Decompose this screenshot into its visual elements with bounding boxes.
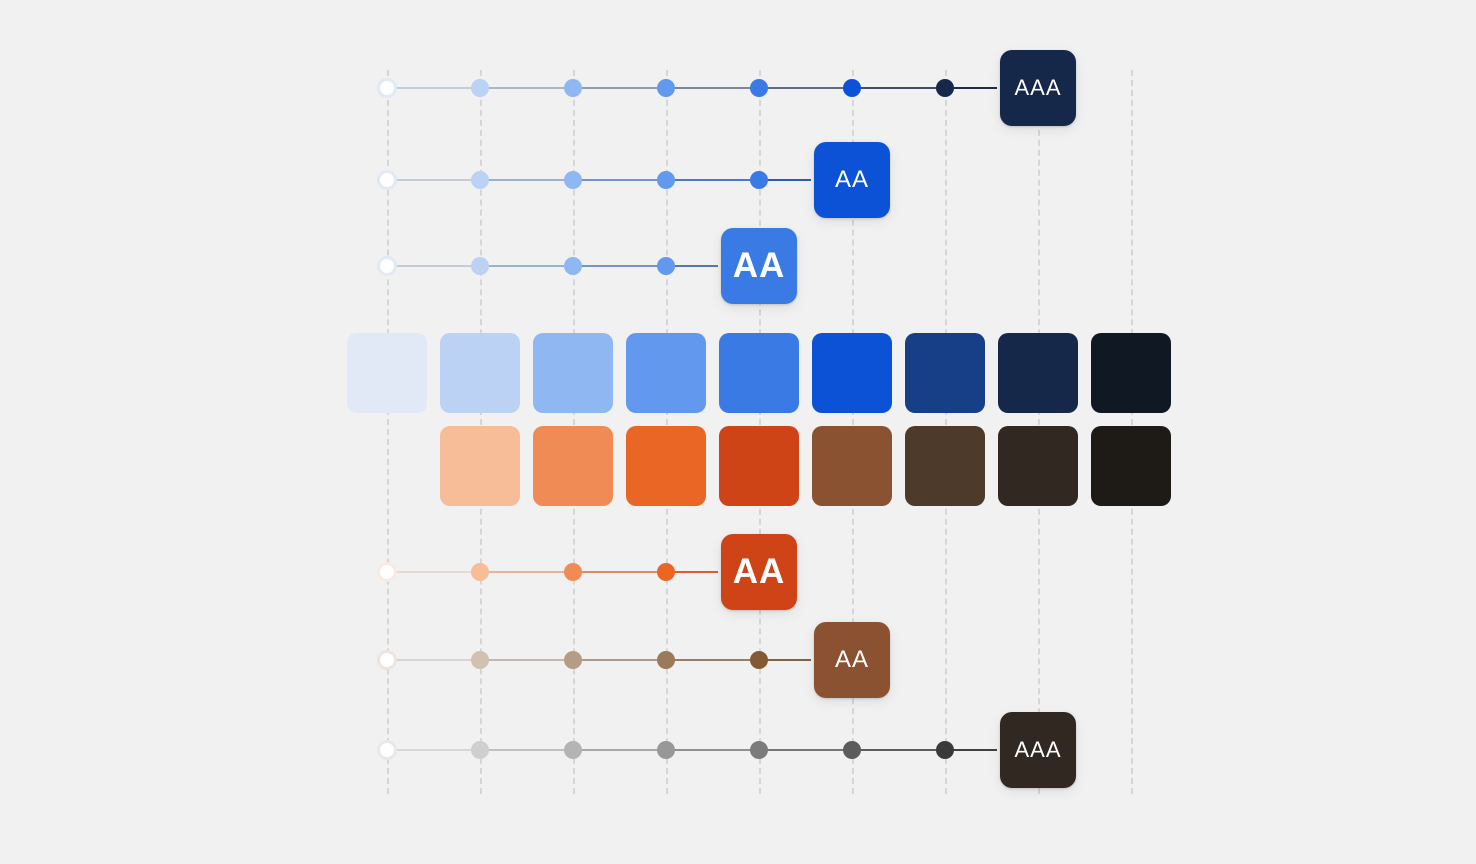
scale-seg-blue-aa-0 (387, 179, 480, 181)
scale-seg-blue-aa-2 (573, 179, 666, 181)
scale-seg-orange-aaa-4 (759, 749, 852, 751)
contrast-badge-orange-aaa: AAA (1000, 712, 1076, 788)
scale-seg-blue-aa-3 (666, 179, 759, 181)
scale-seg-blue-aaa-4 (759, 87, 852, 89)
swatch-orange-5 (812, 426, 892, 506)
scale-seg-blue-aa-large-1 (480, 265, 573, 267)
swatch-blue-4 (719, 333, 799, 413)
scale-seg-orange-aa-2 (573, 659, 666, 661)
scale-dot-blue-aaa-3 (657, 79, 675, 97)
swatch-orange-7 (998, 426, 1078, 506)
scale-dot-blue-aaa-4 (750, 79, 768, 97)
scale-dot-orange-aa-large-3 (657, 563, 675, 581)
scale-dot-orange-aa-large-0 (377, 562, 397, 582)
contrast-badge-blue-aa-large: AA (721, 228, 797, 304)
scale-dot-blue-aa-large-0 (377, 256, 397, 276)
swatch-orange-2 (533, 426, 613, 506)
scale-dot-orange-aaa-5 (843, 741, 861, 759)
scale-dot-orange-aa-2 (564, 651, 582, 669)
swatch-blue-8 (1091, 333, 1171, 413)
scale-seg-orange-aaa-5 (852, 749, 945, 751)
scale-seg-orange-aa-large-0 (387, 571, 480, 573)
scale-dot-blue-aa-2 (564, 171, 582, 189)
swatch-blue-7 (998, 333, 1078, 413)
scale-dot-orange-aa-4 (750, 651, 768, 669)
swatch-blue-1 (440, 333, 520, 413)
swatch-blue-0 (347, 333, 427, 413)
scale-dot-orange-aaa-1 (471, 741, 489, 759)
swatch-blue-6 (905, 333, 985, 413)
contrast-badge-blue-aa: AA (814, 142, 890, 218)
scale-dot-orange-aaa-3 (657, 741, 675, 759)
scale-dot-blue-aaa-5 (843, 79, 861, 97)
scale-seg-blue-aaa-3 (666, 87, 759, 89)
scale-dot-orange-aa-large-2 (564, 563, 582, 581)
scale-seg-orange-aa-3 (666, 659, 759, 661)
scale-seg-blue-aaa-5 (852, 87, 945, 89)
scale-dot-blue-aa-0 (377, 170, 397, 190)
scale-seg-blue-aa-large-2 (573, 265, 666, 267)
swatch-orange-1 (440, 426, 520, 506)
scale-dot-orange-aa-3 (657, 651, 675, 669)
scale-dot-orange-aaa-2 (564, 741, 582, 759)
scale-seg-orange-aa-1 (480, 659, 573, 661)
scale-dot-orange-aa-0 (377, 650, 397, 670)
scale-seg-orange-aa-0 (387, 659, 480, 661)
scale-dot-blue-aaa-0 (377, 78, 397, 98)
swatch-orange-8 (1091, 426, 1171, 506)
scale-dot-blue-aa-large-3 (657, 257, 675, 275)
scale-seg-orange-aaa-3 (666, 749, 759, 751)
swatch-blue-2 (533, 333, 613, 413)
scale-seg-blue-aaa-0 (387, 87, 480, 89)
scale-dot-blue-aaa-6 (936, 79, 954, 97)
contrast-badge-orange-aa: AA (814, 622, 890, 698)
scale-seg-blue-aa-large-0 (387, 265, 480, 267)
scale-seg-blue-aaa-2 (573, 87, 666, 89)
swatch-orange-3 (626, 426, 706, 506)
scale-dot-orange-aaa-0 (377, 740, 397, 760)
swatch-blue-5 (812, 333, 892, 413)
swatch-blue-3 (626, 333, 706, 413)
scale-dot-blue-aaa-1 (471, 79, 489, 97)
scale-dot-orange-aaa-6 (936, 741, 954, 759)
scale-seg-orange-aa-large-2 (573, 571, 666, 573)
swatch-orange-6 (905, 426, 985, 506)
scale-seg-orange-aaa-1 (480, 749, 573, 751)
scale-dot-blue-aaa-2 (564, 79, 582, 97)
scale-seg-orange-aaa-2 (573, 749, 666, 751)
scale-dot-blue-aa-large-1 (471, 257, 489, 275)
scale-seg-orange-aa-large-1 (480, 571, 573, 573)
contrast-badge-orange-aa-large: AA (721, 534, 797, 610)
scale-seg-orange-aaa-0 (387, 749, 480, 751)
scale-dot-blue-aa-4 (750, 171, 768, 189)
scale-dot-blue-aa-1 (471, 171, 489, 189)
scale-dot-blue-aa-large-2 (564, 257, 582, 275)
scale-dot-orange-aa-1 (471, 651, 489, 669)
contrast-badge-blue-aaa: AAA (1000, 50, 1076, 126)
scale-seg-blue-aaa-1 (480, 87, 573, 89)
scale-dot-blue-aa-3 (657, 171, 675, 189)
scale-seg-blue-aa-1 (480, 179, 573, 181)
scale-dot-orange-aaa-4 (750, 741, 768, 759)
swatch-orange-4 (719, 426, 799, 506)
scale-dot-orange-aa-large-1 (471, 563, 489, 581)
